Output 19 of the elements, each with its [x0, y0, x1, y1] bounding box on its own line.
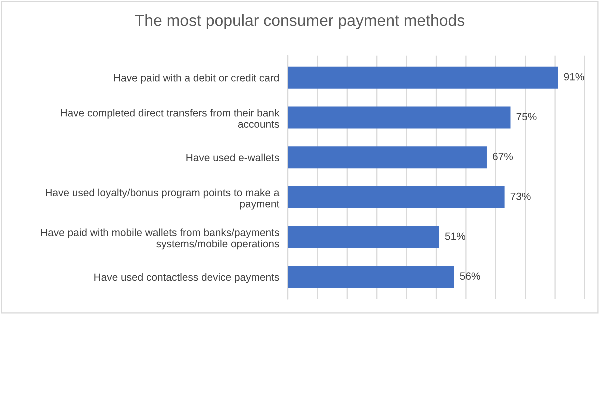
data-label: 56% — [460, 272, 480, 280]
y-tick-label: Have paid with mobile wallets from banks/payments systems/mobile operations — [41, 228, 280, 250]
bar — [288, 266, 454, 288]
data-label: 51% — [445, 232, 466, 240]
y-tick-label: Have used contactless device payments — [94, 273, 280, 284]
data-label: 73% — [510, 192, 531, 200]
data-label: 75% — [516, 113, 537, 121]
y-tick-label: Have completed direct transfers from their bank accounts — [61, 109, 280, 128]
bar — [288, 226, 440, 248]
data-label: 67% — [493, 153, 514, 160]
y-tick-label: Have paid with a debit or credit card — [114, 74, 280, 84]
y-tick-label: Have used loyalty/bonus program points to make a payment — [46, 188, 280, 210]
bar — [288, 146, 487, 169]
bar — [288, 186, 505, 208]
data-label: 91% — [564, 73, 584, 81]
bar — [288, 66, 558, 89]
y-tick-label: Have used e-wallets — [186, 154, 280, 162]
chart-title: The most popular consumer payment methods — [135, 14, 465, 30]
bar — [288, 106, 511, 129]
